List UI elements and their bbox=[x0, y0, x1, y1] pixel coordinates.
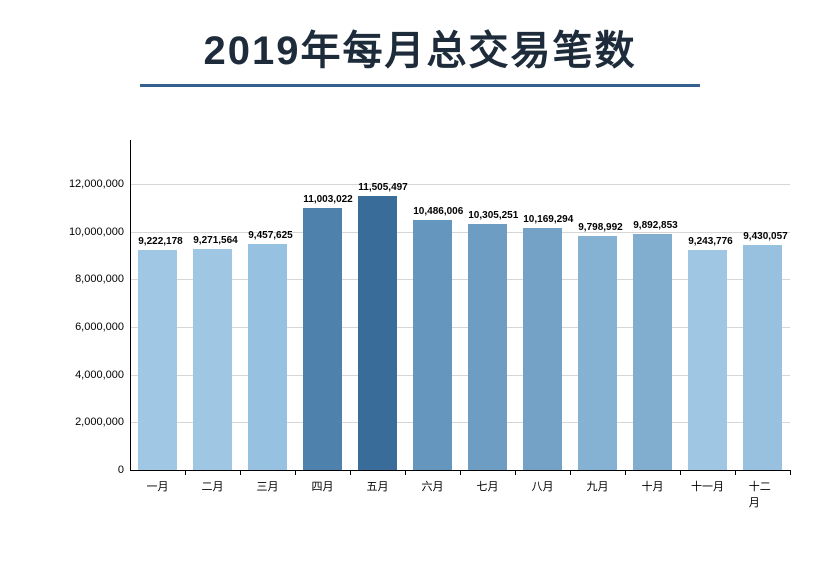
bar-value-label: 9,457,625 bbox=[248, 230, 287, 241]
x-tick-label: 四月 bbox=[312, 470, 334, 494]
x-tick-label: 五月 bbox=[367, 470, 389, 494]
bar-value-label: 11,003,022 bbox=[303, 194, 342, 205]
bar-value-label: 9,798,992 bbox=[578, 222, 617, 233]
x-tick-label: 一月 bbox=[147, 470, 169, 494]
bar-value-label: 11,505,497 bbox=[358, 182, 397, 193]
bar: 9,271,564 bbox=[193, 249, 232, 470]
x-tick-label: 九月 bbox=[587, 470, 609, 494]
bar-value-label: 10,486,006 bbox=[413, 206, 452, 217]
x-tick-label: 三月 bbox=[257, 470, 279, 494]
bar: 9,798,992 bbox=[578, 236, 617, 470]
x-tick-label: 七月 bbox=[477, 470, 499, 494]
gridline bbox=[130, 232, 790, 233]
x-tick-mark bbox=[735, 470, 736, 475]
bar-value-label: 10,169,294 bbox=[523, 214, 562, 225]
bar: 9,243,776 bbox=[688, 250, 727, 470]
x-tick-mark bbox=[240, 470, 241, 475]
x-tick-mark bbox=[350, 470, 351, 475]
x-tick-mark bbox=[185, 470, 186, 475]
gridline bbox=[130, 184, 790, 185]
bar: 10,486,006 bbox=[413, 220, 452, 470]
bar-value-label: 9,430,057 bbox=[743, 231, 782, 242]
y-tick-label: 4,000,000 bbox=[75, 369, 130, 381]
x-tick-label: 八月 bbox=[532, 470, 554, 494]
bar-value-label: 9,271,564 bbox=[193, 235, 232, 246]
bar: 11,505,497 bbox=[358, 196, 397, 470]
x-tick-label: 二月 bbox=[202, 470, 224, 494]
y-tick-label: 12,000,000 bbox=[69, 178, 130, 190]
y-tick-label: 10,000,000 bbox=[69, 226, 130, 238]
bar: 9,457,625 bbox=[248, 244, 287, 470]
bar: 9,892,853 bbox=[633, 234, 672, 470]
bar-value-label: 9,222,178 bbox=[138, 236, 177, 247]
x-tick-mark bbox=[295, 470, 296, 475]
y-tick-label: 6,000,000 bbox=[75, 321, 130, 333]
y-axis bbox=[130, 140, 131, 470]
x-tick-label: 十月 bbox=[642, 470, 664, 494]
monthly-transactions-chart: 02,000,0004,000,0006,000,0008,000,00010,… bbox=[130, 160, 790, 470]
bar: 11,003,022 bbox=[303, 208, 342, 470]
page-title: 2019年每月总交易笔数 bbox=[0, 18, 840, 76]
x-tick-label: 十二月 bbox=[749, 470, 777, 510]
bar: 10,169,294 bbox=[523, 228, 562, 470]
bar-value-label: 10,305,251 bbox=[468, 210, 507, 221]
bar: 9,222,178 bbox=[138, 250, 177, 470]
x-tick-label: 十一月 bbox=[691, 470, 724, 494]
x-tick-mark bbox=[460, 470, 461, 475]
x-tick-mark bbox=[790, 470, 791, 475]
x-tick-mark bbox=[405, 470, 406, 475]
x-tick-mark bbox=[570, 470, 571, 475]
bar-value-label: 9,243,776 bbox=[688, 236, 727, 247]
bar: 9,430,057 bbox=[743, 245, 782, 470]
title-block: 2019年每月总交易笔数 bbox=[0, 0, 840, 87]
x-tick-mark bbox=[515, 470, 516, 475]
x-tick-mark bbox=[625, 470, 626, 475]
x-tick-label: 六月 bbox=[422, 470, 444, 494]
y-tick-label: 0 bbox=[118, 464, 130, 476]
bar: 10,305,251 bbox=[468, 224, 507, 470]
y-tick-label: 8,000,000 bbox=[75, 273, 130, 285]
y-tick-label: 2,000,000 bbox=[75, 416, 130, 428]
x-tick-mark bbox=[680, 470, 681, 475]
bar-value-label: 9,892,853 bbox=[633, 220, 672, 231]
title-rule bbox=[140, 84, 700, 87]
